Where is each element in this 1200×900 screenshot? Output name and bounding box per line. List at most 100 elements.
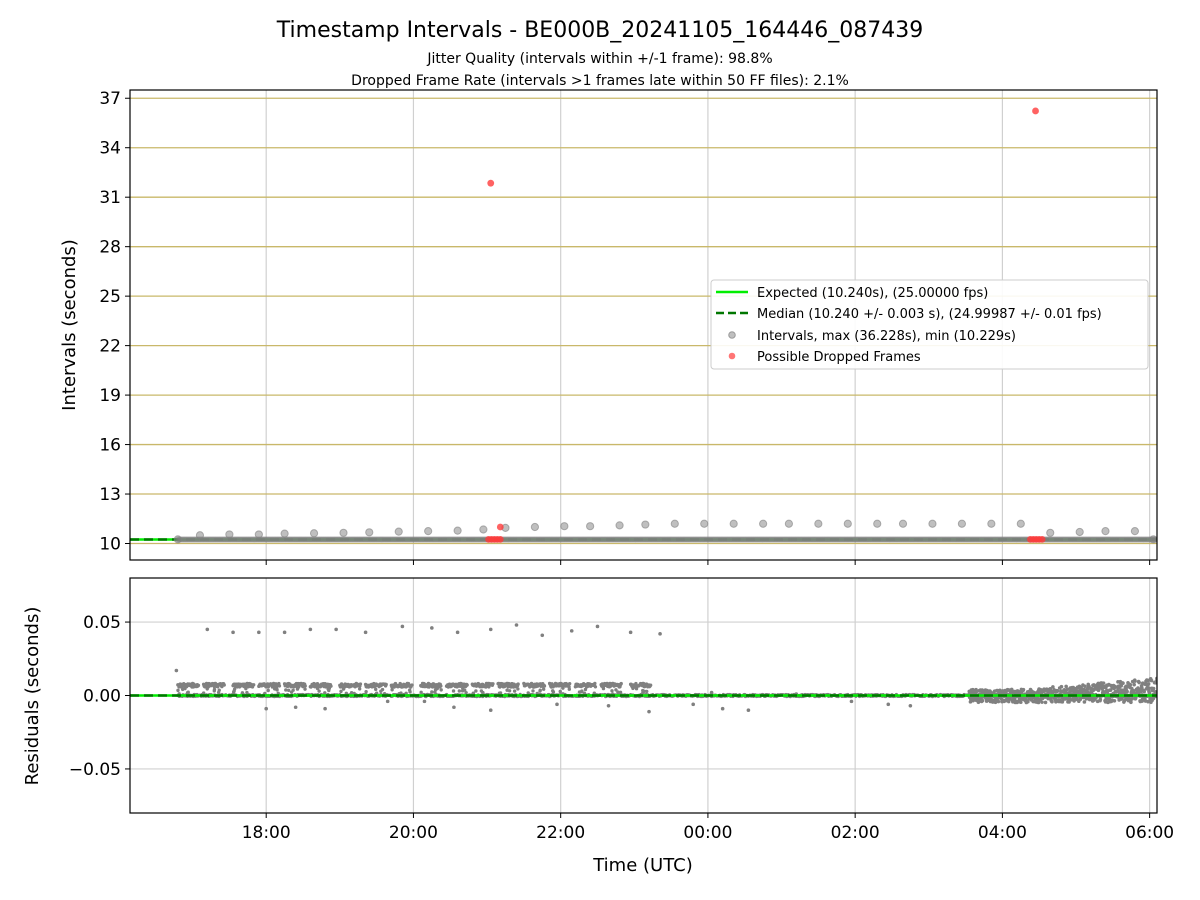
interval-point <box>999 536 1006 543</box>
residual-point <box>1151 686 1156 691</box>
interval-point <box>569 536 576 543</box>
interval-point <box>519 536 526 543</box>
interval-point <box>987 536 994 543</box>
interval-point <box>764 536 771 543</box>
intervals-y-tick-label: 34 <box>99 139 121 159</box>
intervals-x-ticks <box>265 560 1151 565</box>
interval-point <box>1005 536 1012 543</box>
residual-point <box>286 688 291 693</box>
interval-point <box>215 536 222 543</box>
interval-point <box>239 536 246 543</box>
interval-point <box>773 536 780 543</box>
interval-point <box>896 536 903 543</box>
interval-point <box>629 536 636 543</box>
residual-outlier-point <box>363 630 368 635</box>
interval-point <box>762 536 769 543</box>
interval-point <box>298 536 305 543</box>
residual-outlier-point <box>264 706 268 711</box>
interval-point <box>759 519 768 528</box>
interval-point <box>240 536 247 543</box>
interval-point <box>261 536 268 543</box>
interval-point <box>1143 536 1150 543</box>
interval-point <box>479 536 486 543</box>
residual-point <box>317 689 321 693</box>
interval-point <box>881 536 888 543</box>
interval-point <box>713 536 720 543</box>
interval-point <box>430 536 437 543</box>
interval-point <box>446 536 453 543</box>
residual-outlier-point <box>658 632 662 636</box>
interval-point <box>919 536 926 543</box>
residual-point <box>1121 681 1125 686</box>
interval-point <box>511 536 518 543</box>
interval-point <box>290 536 297 543</box>
residual-point <box>1108 688 1113 692</box>
interval-point <box>339 528 348 537</box>
interval-point <box>408 536 415 543</box>
interval-point <box>628 536 635 543</box>
interval-point <box>365 536 372 543</box>
interval-point <box>353 536 360 543</box>
interval-point <box>645 536 652 543</box>
interval-point <box>956 536 963 543</box>
interval-point <box>719 536 726 543</box>
residual-point <box>645 689 649 694</box>
interval-point <box>1100 536 1107 543</box>
interval-point <box>995 536 1002 543</box>
interval-point <box>642 536 649 543</box>
interval-point <box>1073 536 1080 543</box>
interval-point <box>423 536 430 543</box>
interval-point <box>469 536 476 543</box>
residual-point <box>583 687 588 692</box>
interval-point <box>1104 536 1111 543</box>
interval-point <box>708 536 715 543</box>
interval-point <box>332 536 339 543</box>
interval-point <box>535 536 542 543</box>
interval-point <box>365 528 374 537</box>
interval-point <box>456 536 463 543</box>
residual-point <box>439 684 443 688</box>
interval-point <box>666 536 673 543</box>
interval-point <box>1018 536 1025 543</box>
interval-point <box>716 536 723 543</box>
interval-point <box>245 536 252 543</box>
interval-point <box>927 536 934 543</box>
interval-point <box>614 536 621 543</box>
intervals-y-tick-label: 16 <box>99 436 121 456</box>
interval-point <box>348 536 355 543</box>
interval-point <box>442 536 449 543</box>
residual-point <box>196 683 201 688</box>
interval-point <box>1056 536 1063 543</box>
residual-point <box>1125 689 1129 694</box>
interval-point <box>395 536 402 543</box>
interval-point <box>929 536 936 543</box>
interval-point <box>394 527 403 536</box>
interval-point <box>974 536 981 543</box>
residual-point <box>1065 687 1070 692</box>
residual-point <box>491 682 495 686</box>
legend-label-median: Median (10.240 +/- 0.003 s), (24.99987 +… <box>757 307 1102 322</box>
interval-point <box>989 536 996 543</box>
interval-point <box>251 536 258 543</box>
interval-point <box>293 536 300 543</box>
interval-point <box>743 536 750 543</box>
interval-point <box>230 536 237 543</box>
interval-point <box>568 536 575 543</box>
interval-point <box>381 536 388 543</box>
legend-label-dropped: Possible Dropped Frames <box>757 350 921 365</box>
interval-point <box>1128 536 1135 543</box>
interval-point <box>406 536 413 543</box>
interval-point <box>851 536 858 543</box>
interval-point <box>403 536 410 543</box>
interval-point <box>613 536 620 543</box>
interval-point <box>640 536 647 543</box>
interval-point <box>449 536 456 543</box>
interval-point <box>375 536 382 543</box>
interval-point <box>626 536 633 543</box>
interval-point <box>898 519 908 528</box>
interval-point <box>764 536 771 543</box>
interval-point <box>340 536 347 543</box>
interval-point <box>563 536 570 543</box>
interval-point <box>1139 536 1146 543</box>
interval-point <box>785 536 792 543</box>
